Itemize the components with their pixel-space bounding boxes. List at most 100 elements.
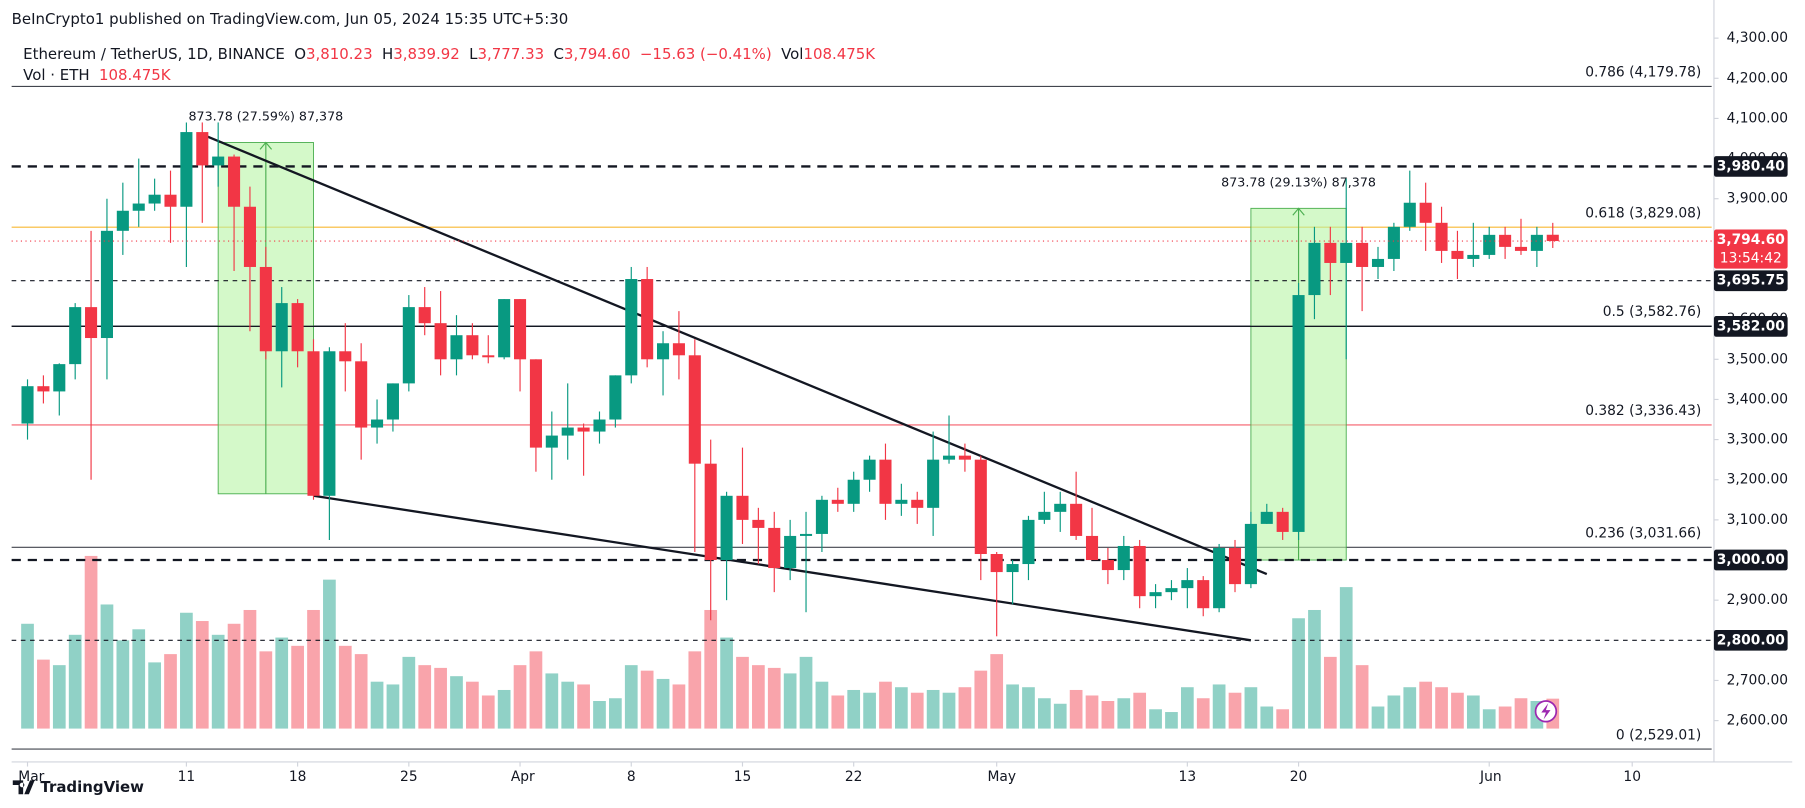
volume-bar [752,665,765,729]
candle-body [355,361,368,428]
vol-label: Vol [781,45,803,63]
candle-body [561,427,574,436]
candle-body [1022,519,1035,565]
candle-body [339,351,352,362]
candle-body [434,323,447,360]
volume-bar [1498,706,1512,729]
x-tick-label: 25 [400,769,418,785]
candle-body [1292,295,1305,532]
volume-bar [1514,698,1528,729]
candle-body [100,230,113,339]
volume-bar [132,629,146,729]
countdown: 13:54:42 [1720,250,1782,266]
candle-body [514,299,527,360]
volume-bar [1355,665,1369,729]
candle-body [529,359,542,448]
candle-body [466,335,479,356]
volume-bar [879,681,892,729]
candle-body [1387,226,1400,259]
h-label: H [382,45,393,63]
volume-bar [815,681,829,729]
trendline [201,133,1268,576]
candle-body [1499,234,1512,247]
volume-bar [259,651,273,729]
y-tick-label: 2,900.00 [1727,592,1788,608]
candle-body [927,459,940,508]
volume-legend: Vol · ETH 108.475K [23,65,172,83]
volume-bar [593,701,606,729]
candle-body [307,351,320,496]
candle-body [863,459,876,480]
candle-body [1435,222,1448,251]
candle-body [69,307,82,365]
y-tick-label: 3,300.00 [1727,432,1788,448]
volume-bar [100,604,114,729]
o-label: O [294,45,306,63]
volume-bar [1387,695,1401,729]
x-tick-label: 13 [1179,769,1197,785]
candle-body [1530,234,1543,251]
candle-body [593,419,606,432]
candle-body [1340,242,1353,263]
fib-label: 0 (2,529.01) [1616,727,1701,743]
candle-body [323,351,336,496]
volume-bar [926,689,940,729]
volume-bar [672,684,686,729]
symbol-legend: Ethereum / TetherUS, 1D, BINANCE O3,810.… [23,45,876,63]
volume-bar [386,684,400,729]
volume-bar [307,609,320,729]
candle-body [1276,511,1289,532]
x-tick-label: Apr [511,769,535,785]
candle-body [1006,564,1019,573]
candle-body [164,194,177,207]
y-tick-label: 3,400.00 [1727,391,1788,407]
vol-value: 108.475K [803,45,876,63]
x-tick-label: 22 [845,769,863,785]
volume-bar [736,656,749,729]
last-price-label: 3,794.60 [1717,232,1785,248]
volume-bar [704,609,718,729]
candle-body [498,299,511,358]
candle-body [132,203,145,211]
volume-bar [974,670,988,729]
candle-body [1546,234,1559,242]
candle-body [1054,503,1067,512]
candle-body [418,307,431,324]
volume-bar [338,645,352,729]
volume-bar [958,687,972,729]
candle-body [371,419,384,428]
y-tick-label: 4,300.00 [1727,30,1788,46]
x-tick-label: 18 [289,769,307,785]
volume-bar [323,579,336,729]
volume-bar [656,678,670,729]
candle-body [482,355,495,358]
y-tick-label: 2,600.00 [1727,713,1788,729]
volume-bar [291,645,304,729]
level-tag [1713,549,1788,571]
volume-bar [1022,687,1035,729]
candle-body [545,435,558,448]
level-tag-label: 3,582.00 [1717,318,1785,334]
candle-body [1181,580,1194,589]
volume-bar [577,684,590,729]
level-tag [1713,156,1788,177]
candle-body [1483,234,1496,255]
x-tick-label: 8 [627,769,636,785]
volume-bar [942,692,956,729]
volume-bar [1260,706,1274,729]
volume-bar [513,665,527,729]
candle-body [1308,242,1321,296]
candle-body [228,156,241,207]
candle-body [577,427,590,432]
l-label: L [469,45,478,63]
volume-bar [1228,692,1242,729]
y-tick-label: 4,200.00 [1727,70,1788,86]
l-value: 3,777.33 [478,45,545,63]
volume-bar [1292,618,1305,729]
candle-body [641,279,654,360]
level-tag-label: 2,800.00 [1717,632,1785,648]
candle-body [831,499,844,504]
volume-bar [720,637,733,729]
candle-body [895,499,908,504]
alert-icon [1534,700,1558,723]
